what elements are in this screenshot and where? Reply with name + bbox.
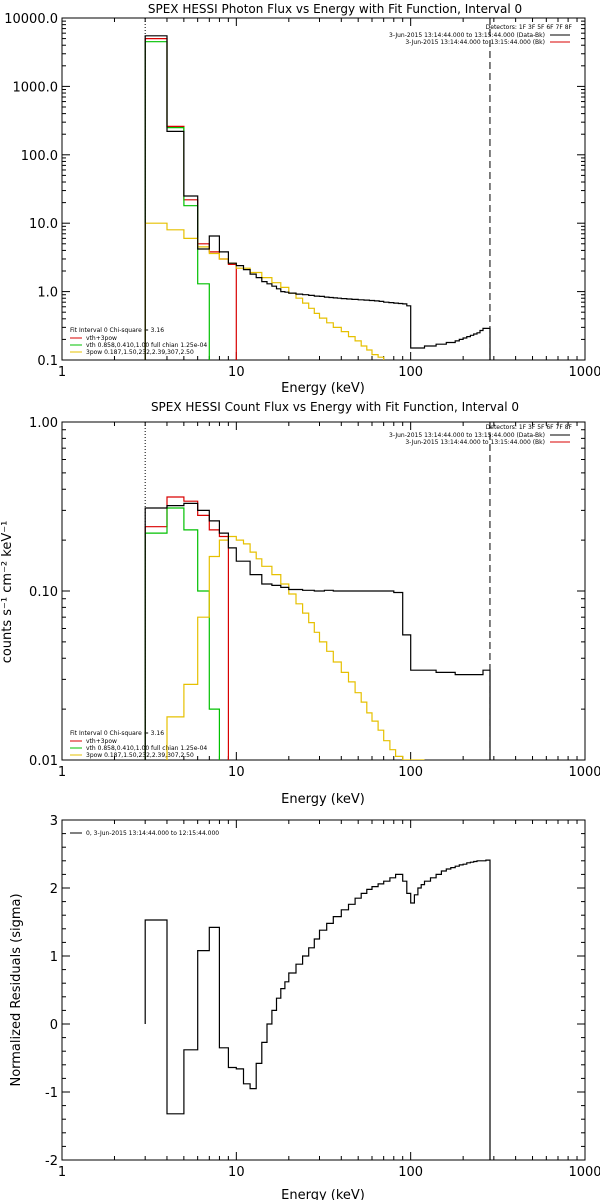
residuals-x-label: Energy (keV)	[281, 1188, 365, 1200]
count-y-tick-label: 0.10	[29, 585, 58, 600]
count-y-label: counts s⁻¹ cm⁻² keV⁻¹	[0, 521, 15, 664]
count-x-label: Energy (keV)	[281, 792, 365, 807]
count-y-tick-label: 1.00	[29, 416, 58, 431]
residuals-y-tick-label: -1	[45, 1086, 58, 1101]
count-legend-3: 3pow 0.187,1.50,232,2.39,307,2.50	[86, 752, 194, 759]
count-series-vth	[144, 507, 220, 760]
photon-series-vth-3pow	[144, 38, 237, 360]
residuals-legend-0: 0, 3-Jun-2015 13:14:44.000 to 12:15:44.0…	[86, 830, 219, 837]
photon-x-tick-label: 1	[58, 365, 66, 380]
photon-header-legend-1: 3-Jun-2015 13:14:44.000 to 13:15:44.000 …	[405, 39, 545, 46]
photon-legend-3: 3pow 0.187,1.50,232,2.39,307,2.50	[86, 349, 194, 356]
residuals-series-0-3-jun-2015-13-14-44-00	[144, 859, 491, 1160]
residuals-y-tick-label: 2	[50, 882, 58, 897]
count-detectors-text: Detectors: 1F 3F 5F 6F 7F 8F	[486, 424, 573, 431]
count-header-legend-0: 3-Jun-2015 13:14:44.000 to 13:15:44.000 …	[389, 432, 545, 439]
photon-header-legend-0: 3-Jun-2015 13:14:44.000 to 13:15:44.000 …	[389, 32, 545, 39]
residuals-y-tick-label: 1	[50, 950, 58, 965]
count-x-tick-label: 100	[398, 765, 423, 780]
photon-series-3pow	[144, 222, 385, 360]
photon-x-tick-label: 100	[398, 365, 423, 380]
residuals-x-tick-label: 1	[58, 1165, 66, 1180]
count-flux-title: SPEX HESSI Count Flux vs Energy with Fit…	[151, 400, 519, 414]
photon-detectors-text: Detectors: 1F 3F 5F 6F 7F 8F	[486, 24, 573, 31]
photon-series-vth	[144, 41, 210, 360]
photon-y-tick-label: 10.0	[29, 217, 58, 232]
photon-flux-title: SPEX HESSI Photon Flux vs Energy with Fi…	[148, 2, 522, 16]
count-legend-2: vth 0.858,0.410,1.00 full chian 1.25e-04	[86, 745, 207, 752]
count-header-legend-1: 3-Jun-2015 13:14:44.000 to 13:15:44.000 …	[405, 439, 545, 446]
count-series-vth-3pow	[144, 496, 229, 760]
residuals-x-tick-label: 1000	[568, 1165, 600, 1180]
residuals-y-tick-label: 3	[50, 814, 58, 829]
residuals-x-tick-label: 10	[228, 1165, 245, 1180]
photon-y-tick-label: 100.0	[21, 149, 58, 164]
residuals-panel: 0, 3-Jun-2015 13:14:44.000 to 12:15:44.0…	[9, 814, 600, 1203]
photon-y-tick-label: 1.0	[37, 286, 58, 301]
count-x-tick-label: 1000	[568, 765, 600, 780]
photon-x-tick-label: 1000	[568, 365, 600, 380]
count-legend-0: Fit Interval 0 Chi-square = 3.16	[70, 730, 164, 737]
photon-y-tick-label: 1000.0	[13, 80, 59, 95]
residuals-y-label: Normalized Residuals (sigma)	[9, 893, 24, 1086]
photon-series-3-jun-2015-13-14-44-000-	[144, 35, 491, 360]
photon-legend-0: Fit Interval 0 Chi-square = 3.16	[70, 327, 164, 334]
photon-legend-2: vth 0.858,0.410,1.00 full chian 1.25e-04	[86, 342, 207, 349]
photon-plot-frame	[61, 17, 586, 361]
residuals-y-tick-label: 0	[50, 1018, 58, 1033]
photon-y-tick-label: 0.1	[37, 354, 58, 369]
residuals-x-tick-label: 100	[398, 1165, 423, 1180]
count-series-3-jun-2015-13-14-44-000-	[144, 502, 491, 760]
count-flux-panel: SPEX HESSI Count Flux vs Energy with Fit…	[0, 400, 600, 807]
count-y-tick-label: 0.01	[29, 754, 58, 769]
photon-flux-panel: SPEX HESSI Photon Flux vs Energy with Fi…	[4, 2, 600, 396]
count-x-tick-label: 1	[58, 765, 66, 780]
photon-x-label: Energy (keV)	[281, 381, 365, 396]
residuals-y-tick-label: -2	[45, 1154, 58, 1169]
photon-y-tick-label: 10000.0	[4, 12, 58, 27]
residuals-plot-frame	[61, 819, 586, 1161]
photon-legend-1: vth+3pow	[86, 335, 117, 342]
count-series-3pow	[166, 535, 425, 760]
count-x-tick-label: 10	[228, 765, 245, 780]
photon-x-tick-label: 10	[228, 365, 245, 380]
count-legend-1: vth+3pow	[86, 738, 117, 745]
